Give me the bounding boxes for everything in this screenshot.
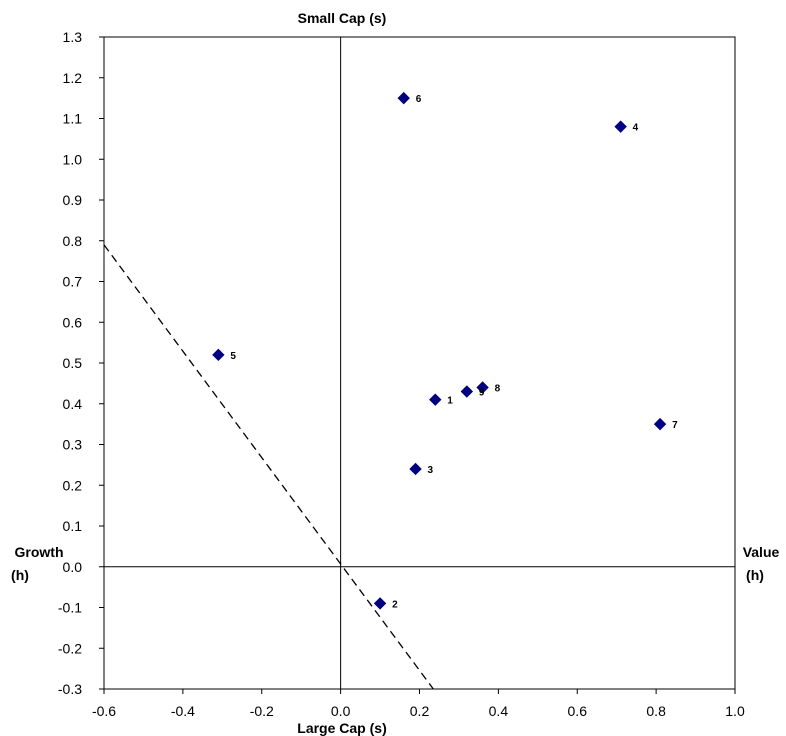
data-point-2	[373, 597, 387, 610]
y-tick-label: 0.7	[63, 274, 83, 290]
data-point-5	[212, 348, 225, 362]
x-tick-label: 0.8	[646, 703, 666, 719]
dashed-line-group	[103, 244, 434, 690]
left-axis-title-line2: (h)	[11, 567, 29, 583]
y-tick-label: 1.1	[63, 111, 83, 127]
y-tick-label: -0.3	[58, 681, 82, 697]
y-tick-label: 0.2	[63, 477, 83, 493]
y-tick-label: 0.4	[63, 396, 83, 412]
x-tick-label: -0.2	[250, 703, 274, 719]
y-tick-label: 0.5	[63, 355, 83, 371]
y-tick-label: -0.2	[58, 640, 82, 656]
top-axis-title: Small Cap (s)	[298, 10, 387, 26]
data-label-8: 8	[495, 383, 501, 394]
y-tick-label: 0.3	[63, 437, 83, 453]
x-tick-label: -0.6	[92, 703, 116, 719]
right-axis-title-line2: (h)	[746, 567, 764, 583]
data-label-2: 2	[392, 599, 398, 610]
y-tick-label: 0.9	[63, 192, 83, 208]
y-tick-label: 1.0	[63, 151, 83, 167]
y-tick-label: 0.0	[63, 559, 83, 575]
data-label-7: 7	[672, 420, 678, 431]
data-label-3: 3	[428, 465, 434, 476]
data-label-1: 1	[447, 396, 453, 407]
axis-ticks: -0.6 -0.4 -0.2 0.0 0.2 0.4 0.6 0.8 1.0 -0.3 -0.2 -0…	[58, 29, 745, 719]
data-point-6	[397, 91, 410, 105]
data-point-8	[476, 381, 489, 394]
y-tick-label: -0.1	[58, 600, 82, 616]
y-tick-label: 1.2	[63, 70, 83, 86]
x-tick-label: -0.4	[171, 703, 195, 719]
data-label-5: 5	[230, 351, 236, 362]
right-axis-title-line1: Value	[743, 544, 780, 560]
data-point-3	[409, 462, 422, 476]
data-point-1	[429, 393, 442, 406]
data-label-9: 9	[479, 388, 485, 399]
zero-axes	[104, 37, 735, 689]
data-points: 1 2 3 4 5 6 7 89	[212, 91, 678, 610]
y-tick-label: 1.3	[63, 29, 83, 45]
plot-area-frame	[103, 36, 736, 690]
data-label-4: 4	[633, 123, 639, 134]
y-tick-label: 0.8	[63, 233, 83, 249]
x-tick-label: 0.4	[489, 703, 509, 719]
data-label-6: 6	[416, 94, 422, 105]
bottom-axis-title: Large Cap (s)	[297, 720, 386, 736]
data-point-9	[460, 385, 474, 398]
x-tick-label: 0.2	[410, 703, 430, 719]
y-tick-label: 0.1	[63, 518, 83, 534]
data-point-7	[653, 417, 667, 431]
left-axis-title-line1: Growth	[15, 544, 64, 560]
dashed-line	[103, 244, 434, 690]
y-tick-label: 0.6	[63, 314, 83, 330]
x-tick-label: 0.0	[331, 703, 351, 719]
x-tick-label: 0.6	[568, 703, 588, 719]
data-point-4	[614, 120, 627, 133]
x-tick-label: 1.0	[725, 703, 745, 719]
